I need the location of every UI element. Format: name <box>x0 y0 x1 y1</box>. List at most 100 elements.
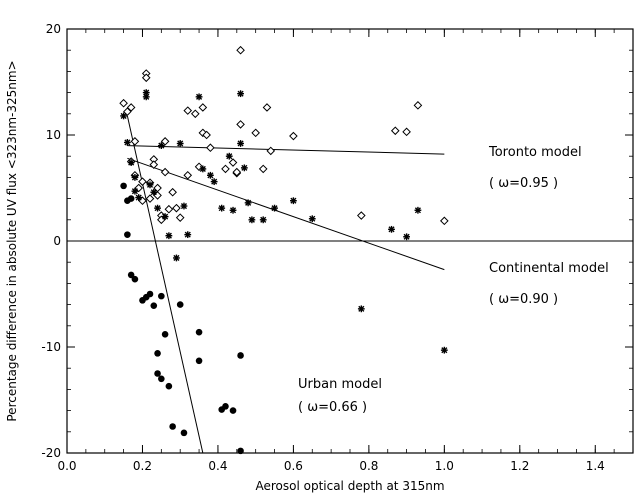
fit-line <box>127 157 445 271</box>
circle-point <box>229 407 237 414</box>
asterisk-point <box>308 215 316 223</box>
asterisk-point <box>237 140 244 147</box>
asterisk-point <box>240 164 248 172</box>
asterisk-point <box>229 206 237 214</box>
diamond-point <box>145 194 155 203</box>
diamond-point <box>390 126 400 136</box>
diamond-point <box>289 131 298 141</box>
diamond-point <box>262 103 272 112</box>
fit-line <box>126 115 204 454</box>
diamond-point <box>172 203 181 213</box>
y-tick-labels: -20 -10 0 10 20 <box>41 22 61 460</box>
circle-point <box>124 231 131 238</box>
y-tick-label: 20 <box>46 22 61 36</box>
diamond-point <box>221 164 230 174</box>
diamond-point <box>440 216 449 226</box>
diamond-point <box>228 158 238 167</box>
y-tick-label: 0 <box>53 234 61 248</box>
toronto-model-label: Toronto model <box>488 145 582 160</box>
asterisk-point <box>271 204 278 212</box>
diamond-point <box>266 146 276 156</box>
x-tick-labels: 0.0 0.2 0.4 0.6 0.8 1.0 1.2 1.4 <box>57 459 604 473</box>
y-tick-label: -10 <box>41 340 61 354</box>
circle-point <box>180 429 188 437</box>
asterisk-point <box>440 346 448 354</box>
asterisk-point <box>206 171 214 179</box>
asterisk-point <box>388 225 395 233</box>
asterisk-point <box>142 93 150 101</box>
fit-line <box>127 145 445 155</box>
circle-point <box>131 275 139 283</box>
asterisk-point <box>237 90 244 98</box>
diamond-point <box>232 167 242 177</box>
continental-omega-label: ( ω=0.90 ) <box>489 292 558 307</box>
fit-lines <box>67 115 633 454</box>
asterisk-point <box>150 188 158 196</box>
y-tick-label: -20 <box>41 446 61 460</box>
asterisk-point <box>176 140 184 147</box>
circle-point <box>150 302 158 309</box>
circle-point <box>158 375 165 383</box>
diamond-point <box>119 98 128 108</box>
x-axis-label: Aerosol optical depth at 315nm <box>255 479 444 493</box>
asterisk-point <box>123 139 131 146</box>
asterisk-point <box>154 204 161 212</box>
asterisk-point <box>180 202 188 210</box>
asterisk-point <box>225 152 233 160</box>
diamond-point <box>251 128 260 138</box>
circle-point <box>127 271 135 279</box>
circle-point <box>154 370 161 377</box>
asterisk-point <box>259 216 267 224</box>
asterisk-point <box>195 93 203 101</box>
diamond-point <box>198 103 208 112</box>
diamond-point <box>183 170 193 180</box>
diamond-point <box>190 109 200 119</box>
x-tick-label: 0.2 <box>133 459 152 473</box>
asterisk-point <box>403 233 410 241</box>
circle-point <box>146 290 154 298</box>
diamond-point <box>206 143 215 153</box>
diamond-point <box>183 106 193 115</box>
asterisk-point <box>173 254 180 262</box>
asterisk-point <box>131 187 139 195</box>
circle-point <box>165 382 173 390</box>
asterisk-point <box>127 159 135 166</box>
x-tick-label: 0.4 <box>208 459 227 473</box>
diamond-point <box>402 127 411 137</box>
x-tick-label: 1.0 <box>435 459 454 473</box>
asterisk-point <box>120 112 127 120</box>
circle-point <box>127 195 135 202</box>
x-tick-label: 0.8 <box>359 459 378 473</box>
asterisk-point <box>244 199 252 207</box>
asterisk-point <box>248 216 256 224</box>
circle-point <box>195 357 203 365</box>
x-tick-label: 1.2 <box>510 459 529 473</box>
asterisk-point <box>135 194 143 201</box>
diamond-point <box>202 130 211 140</box>
diamond-point <box>130 137 140 146</box>
diamond-point <box>258 164 268 174</box>
diamond-point <box>138 177 147 186</box>
diamond-point <box>413 101 423 110</box>
asterisk-point <box>357 305 365 313</box>
diamond-point <box>236 45 245 55</box>
data-points <box>119 45 449 455</box>
diamond-point <box>141 73 151 83</box>
diamond-point <box>236 120 245 129</box>
toronto-omega-label: ( ω=0.95 ) <box>489 176 558 191</box>
diamond-point <box>126 103 136 112</box>
diamond-point <box>149 160 159 169</box>
circle-point <box>195 328 203 336</box>
y-tick-label: 10 <box>46 128 61 142</box>
circle-point <box>158 292 165 300</box>
urban-omega-label: ( ω=0.66 ) <box>298 400 367 415</box>
asterisk-point <box>210 178 218 186</box>
urban-model-label: Urban model <box>298 377 382 392</box>
continental-model-label: Continental model <box>489 261 609 276</box>
circle-point <box>120 182 127 190</box>
asterisk-point <box>161 213 169 221</box>
asterisk-point <box>290 197 297 205</box>
asterisk-point <box>157 142 165 149</box>
circle-point <box>154 350 161 357</box>
